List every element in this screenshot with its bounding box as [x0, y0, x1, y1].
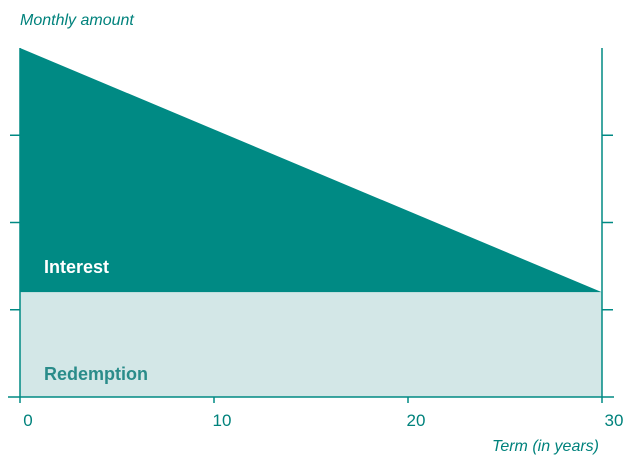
right-axis-ticks [602, 134, 613, 311]
x-axis-ticks: 0 10 20 30 [19, 397, 624, 430]
redemption-series-label: Redemption [44, 364, 148, 384]
interest-area [20, 48, 602, 293]
left-axis-ticks [10, 134, 20, 311]
x-tick-label: 0 [23, 411, 32, 430]
x-tick-label: 30 [605, 411, 624, 430]
interest-series-label: Interest [44, 257, 109, 277]
x-axis-label: Term (in years) [492, 438, 599, 455]
x-tick-label: 10 [213, 411, 232, 430]
y-axis-label: Monthly amount [20, 12, 134, 29]
redemption-area [20, 292, 602, 397]
x-tick-label: 20 [407, 411, 426, 430]
